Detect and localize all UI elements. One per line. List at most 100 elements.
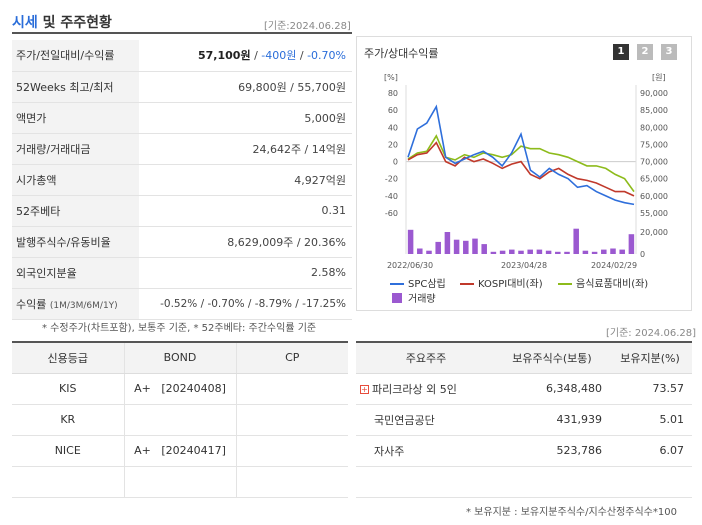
stat-label: 주가/전일대비/수익률 <box>12 40 139 72</box>
expand-plus-icon[interactable]: + <box>360 385 369 394</box>
stat-value: 2.58% <box>139 257 352 289</box>
stat-row-volume: 거래량/거래대금 24,642주 / 14억원 <box>12 133 352 165</box>
volume-bar <box>564 251 570 254</box>
volume-bar <box>490 251 497 254</box>
holders-base-date: [기준: 2024.06.28] <box>606 328 697 339</box>
left-tick-label: 20 <box>388 140 398 149</box>
volume-bar <box>499 250 506 254</box>
volume-bar <box>518 250 524 254</box>
holder-name[interactable]: 파리크라상 외 5인 <box>372 382 457 396</box>
legend-swatch-volume <box>392 293 402 303</box>
stat-value: 69,800원 / 55,700원 <box>139 71 352 103</box>
volume-bar <box>463 240 469 254</box>
base-date: [기준:2024.06.28] <box>264 21 351 32</box>
section-title: 시세 및 주주현황 <box>12 12 112 32</box>
holder-pct: 5.01 <box>608 404 692 436</box>
volume-bar <box>555 251 561 254</box>
holders-header-shares: 보유주식수(보통) <box>496 343 608 374</box>
credit-bond: A+ [20240417] <box>123 435 236 467</box>
volume-bar <box>509 249 515 254</box>
volume-bar <box>591 251 598 254</box>
stat-row-market-cap: 시가총액 4,927억원 <box>12 164 352 196</box>
chart-page-1-button[interactable]: 1 <box>613 44 629 60</box>
right-tick-label: 60,000 <box>640 192 668 201</box>
volume-bar <box>481 244 487 254</box>
credit-header-agency: 신용등급 <box>12 343 124 374</box>
left-tick-label: -60 <box>385 209 398 218</box>
major-holders-table: 주요주주 보유주식수(보통) 보유지분(%) + 파리크라상 외 5인 6,348… <box>356 343 692 498</box>
sep: / <box>250 49 262 63</box>
sep: / <box>296 49 308 63</box>
holder-name-cell[interactable]: + 파리크라상 외 5인 <box>356 373 496 405</box>
chart-panel <box>356 36 692 311</box>
stat-label: 52주베타 <box>12 195 139 227</box>
chart-page-2-button[interactable]: 2 <box>637 44 653 60</box>
credit-header-cp: CP <box>235 343 348 374</box>
chart-legend: SPC삼립 KOSPI대비(좌) 음식료품대비(좌) 거래량 <box>390 277 648 305</box>
holders-header-name: 주요주주 <box>356 343 496 374</box>
stat-row-par-value: 액면가 5,000원 <box>12 102 352 134</box>
stat-label: 액면가 <box>12 102 139 134</box>
credit-agency: NICE <box>12 435 124 467</box>
right-tick-label: 70,000 <box>640 158 668 167</box>
x-tick-label: 2023/04/28 <box>501 261 547 270</box>
table-row: NICE A+ [20240417] <box>12 435 348 467</box>
right-tick-label: 90,000 <box>640 89 668 98</box>
footnote-bottom: * 보유지분 : 보유지분주식수/지수산정주식수*100 <box>466 507 677 518</box>
left-tick-label: 60 <box>388 106 398 115</box>
volume-bar <box>536 249 543 254</box>
chart-title: 주가/상대수익률 <box>364 47 439 60</box>
section-title-accent: 시세 <box>12 15 38 31</box>
header-divider <box>12 32 352 34</box>
volume-bar <box>453 239 460 254</box>
right-tick-label: 85,000 <box>640 106 668 115</box>
left-tick-label: -40 <box>385 192 398 201</box>
volume-bar <box>426 250 432 254</box>
credit-agency: KR <box>12 404 124 436</box>
volume-bar <box>582 250 589 254</box>
credit-table-topline <box>12 341 348 343</box>
credit-rating-table: 신용등급 BOND CP KIS A+ [20240408] KR NICE A… <box>12 343 348 498</box>
spc-line <box>407 104 635 206</box>
chart-page-3-button[interactable]: 3 <box>661 44 677 60</box>
right-tick-label: 75,000 <box>640 140 668 149</box>
stat-value: 8,629,009주 / 20.36% <box>139 226 352 258</box>
volume-bar <box>610 248 616 254</box>
current-price: 57,100원 <box>198 49 251 63</box>
price-change-rate: -0.70% <box>307 49 346 63</box>
price-change: -400원 <box>261 49 297 63</box>
left-tick-label: 40 <box>388 123 398 132</box>
holders-header-pct: 보유지분(%) <box>608 343 692 374</box>
holder-shares: 6,348,480 <box>496 373 608 405</box>
left-tick-label: 0 <box>393 158 398 167</box>
section-title-rest: 및 주주현황 <box>37 15 112 31</box>
table-row <box>12 466 348 498</box>
stat-row-52weeks: 52Weeks 최고/최저 69,800원 / 55,700원 <box>12 71 352 103</box>
stat-row-returns: 수익률 (1M/3M/6M/1Y) -0.52% / -0.70% / -8.7… <box>12 288 352 320</box>
volume-bar <box>407 229 414 254</box>
stat-value: 5,000원 <box>139 102 352 134</box>
credit-agency <box>12 466 124 498</box>
credit-bond <box>123 404 236 436</box>
table-row: KR <box>12 404 348 436</box>
stat-label: 발행주식수/유동비율 <box>12 226 139 258</box>
credit-cp <box>235 373 348 405</box>
table-row: 국민연금공단 431,939 5.01 <box>356 404 692 436</box>
stat-label: 외국인지분율 <box>12 257 139 289</box>
right-tick-label: 80,000 <box>640 123 668 132</box>
legend-label-kospi: KOSPI대비(좌) <box>478 278 543 290</box>
volume-bar <box>527 249 533 254</box>
stat-label: 수익률 <box>16 297 47 311</box>
x-tick-label: 2024/02/29 <box>591 261 637 270</box>
table-row: KIS A+ [20240408] <box>12 373 348 405</box>
footnote-left: * 수정주가(차트포함), 보통주 기준, * 52주베타: 주간수익률 기준 <box>42 323 317 334</box>
holder-pct: 73.57 <box>608 373 692 405</box>
right-axis-unit: [원] <box>652 73 666 82</box>
stat-row-foreign: 외국인지분율 2.58% <box>12 257 352 289</box>
volume-bar <box>435 241 441 254</box>
holder-shares: 431,939 <box>496 404 608 436</box>
volume-bar <box>573 228 579 254</box>
holders-table-topline <box>356 341 692 343</box>
table-row: 자사주 523,786 6.07 <box>356 435 692 467</box>
volume-tick-label: 20,000 <box>640 228 668 237</box>
